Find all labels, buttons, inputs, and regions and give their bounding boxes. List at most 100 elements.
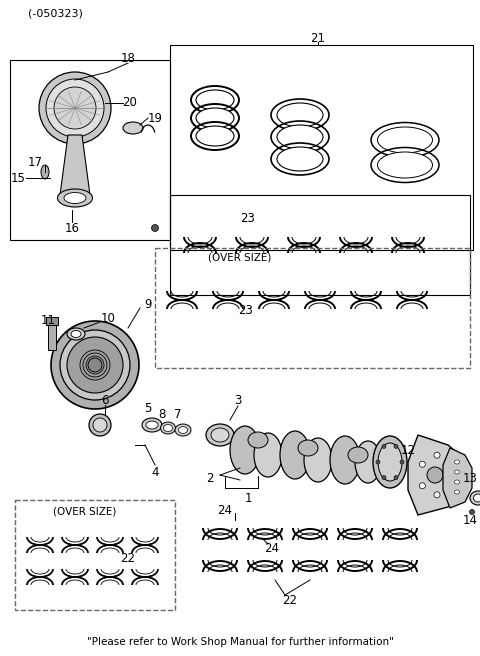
Ellipse shape: [54, 87, 96, 129]
Text: 21: 21: [311, 31, 325, 45]
Ellipse shape: [71, 331, 81, 337]
Ellipse shape: [446, 478, 452, 484]
Ellipse shape: [298, 440, 318, 456]
Ellipse shape: [420, 483, 425, 489]
Ellipse shape: [196, 90, 234, 110]
Ellipse shape: [378, 443, 402, 481]
Ellipse shape: [382, 444, 386, 449]
Ellipse shape: [455, 470, 459, 474]
Text: 1: 1: [244, 491, 252, 504]
Text: 10: 10: [101, 312, 115, 325]
Text: 16: 16: [64, 222, 80, 234]
Ellipse shape: [88, 358, 102, 372]
Ellipse shape: [446, 466, 452, 472]
Polygon shape: [443, 448, 472, 508]
Ellipse shape: [39, 72, 111, 144]
Text: 9: 9: [144, 298, 152, 312]
Bar: [170, 195, 470, 295]
Text: 5: 5: [144, 401, 152, 415]
Text: 14: 14: [463, 514, 478, 527]
Text: 20: 20: [122, 96, 137, 110]
Ellipse shape: [160, 422, 176, 434]
Text: 23: 23: [240, 211, 255, 224]
Polygon shape: [60, 135, 90, 195]
Polygon shape: [408, 435, 468, 515]
Ellipse shape: [152, 224, 158, 232]
Bar: [15, 500, 175, 610]
Text: 15: 15: [11, 171, 25, 184]
Ellipse shape: [123, 122, 143, 134]
Ellipse shape: [211, 428, 229, 442]
Ellipse shape: [280, 431, 310, 479]
Ellipse shape: [67, 337, 123, 393]
Ellipse shape: [277, 125, 323, 149]
Text: (OVER SIZE): (OVER SIZE): [53, 507, 117, 517]
Text: 24: 24: [217, 504, 232, 516]
Ellipse shape: [376, 460, 380, 464]
Ellipse shape: [41, 165, 49, 179]
Ellipse shape: [434, 492, 440, 498]
Text: 12: 12: [400, 443, 416, 457]
Ellipse shape: [469, 510, 475, 514]
Text: 22: 22: [283, 594, 298, 607]
Bar: [10, 60, 170, 240]
Bar: [155, 248, 470, 368]
Ellipse shape: [400, 460, 404, 464]
Ellipse shape: [146, 421, 158, 429]
Text: 3: 3: [234, 394, 242, 407]
Ellipse shape: [230, 426, 260, 474]
Text: 7: 7: [174, 409, 182, 422]
Ellipse shape: [394, 476, 398, 480]
Text: 17: 17: [27, 155, 43, 169]
Text: 6: 6: [101, 394, 109, 407]
Text: 4: 4: [151, 466, 159, 478]
Ellipse shape: [434, 452, 440, 458]
Text: (OVER SIZE): (OVER SIZE): [208, 253, 272, 263]
Text: 13: 13: [463, 472, 478, 485]
Text: 19: 19: [147, 112, 163, 125]
Text: 2: 2: [206, 472, 214, 485]
Ellipse shape: [277, 147, 323, 171]
Ellipse shape: [455, 480, 459, 484]
Ellipse shape: [248, 432, 268, 448]
Ellipse shape: [60, 330, 130, 400]
Ellipse shape: [175, 424, 191, 436]
Ellipse shape: [382, 476, 386, 480]
Ellipse shape: [355, 441, 381, 483]
Ellipse shape: [473, 494, 480, 502]
Ellipse shape: [455, 460, 459, 464]
Text: 11: 11: [40, 314, 56, 327]
Ellipse shape: [206, 424, 234, 446]
Ellipse shape: [470, 491, 480, 505]
Ellipse shape: [348, 447, 368, 463]
Ellipse shape: [89, 414, 111, 436]
Ellipse shape: [330, 436, 360, 484]
Bar: [170, 45, 473, 250]
Text: 23: 23: [239, 304, 253, 316]
Ellipse shape: [142, 418, 162, 432]
Text: 22: 22: [120, 552, 135, 565]
Ellipse shape: [377, 152, 432, 178]
Ellipse shape: [254, 433, 282, 477]
Ellipse shape: [64, 192, 86, 203]
Ellipse shape: [51, 321, 139, 409]
Ellipse shape: [58, 189, 93, 207]
Ellipse shape: [427, 467, 443, 483]
Ellipse shape: [455, 490, 459, 494]
Ellipse shape: [196, 126, 234, 146]
Text: 8: 8: [158, 409, 166, 422]
Ellipse shape: [67, 328, 85, 340]
Text: 18: 18: [120, 52, 135, 64]
Ellipse shape: [93, 418, 107, 432]
Ellipse shape: [179, 426, 188, 434]
Ellipse shape: [46, 79, 104, 137]
Text: 24: 24: [264, 541, 279, 554]
Ellipse shape: [304, 438, 332, 482]
Bar: [48, 325, 56, 350]
Ellipse shape: [420, 461, 425, 467]
Text: "Please refer to Work Shop Manual for further information": "Please refer to Work Shop Manual for fu…: [86, 637, 394, 647]
Text: (-050323): (-050323): [28, 9, 83, 19]
Bar: [46, 317, 58, 325]
Ellipse shape: [373, 436, 407, 488]
Ellipse shape: [196, 108, 234, 128]
